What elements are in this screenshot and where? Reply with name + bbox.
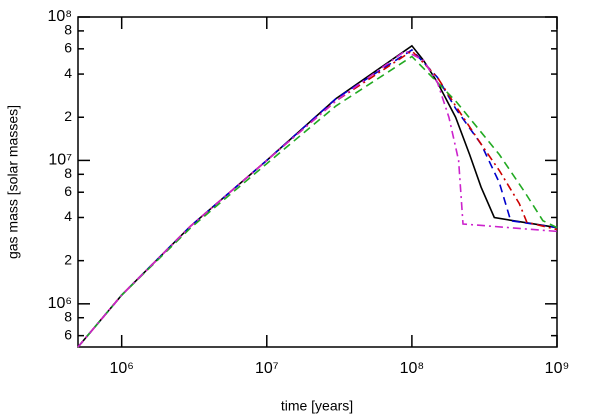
plot-frame bbox=[77, 16, 558, 348]
y-tick-label: 6 bbox=[64, 40, 72, 56]
y-tick-label: 10⁶ bbox=[48, 295, 72, 312]
y-tick-label: 10⁸ bbox=[47, 8, 72, 25]
y-tick-label: 8 bbox=[64, 308, 72, 324]
y-tick-label: 2 bbox=[64, 108, 72, 124]
series-line bbox=[77, 49, 558, 348]
series-line bbox=[77, 55, 558, 348]
y-tick-label: 6 bbox=[64, 183, 72, 199]
x-tick-label: 10⁸ bbox=[400, 360, 425, 377]
x-tick-label: 10⁹ bbox=[545, 360, 570, 377]
series-line bbox=[77, 44, 558, 348]
y-axis-label: gas mass [solar masses] bbox=[5, 105, 21, 259]
series-line bbox=[77, 49, 558, 348]
y-tick-label: 10⁷ bbox=[48, 152, 72, 169]
y-tick-label: 8 bbox=[64, 22, 72, 38]
x-axis-label: time [years] bbox=[281, 398, 353, 414]
y-tick-label: 6 bbox=[64, 326, 72, 342]
y-tick-label: 4 bbox=[64, 65, 72, 81]
y-tick-label: 8 bbox=[64, 165, 72, 181]
y-tick-label: 4 bbox=[64, 208, 72, 224]
y-tick-label: 2 bbox=[64, 251, 72, 267]
x-tick-label: 10⁶ bbox=[109, 360, 133, 377]
x-tick-label: 10⁷ bbox=[255, 360, 279, 377]
